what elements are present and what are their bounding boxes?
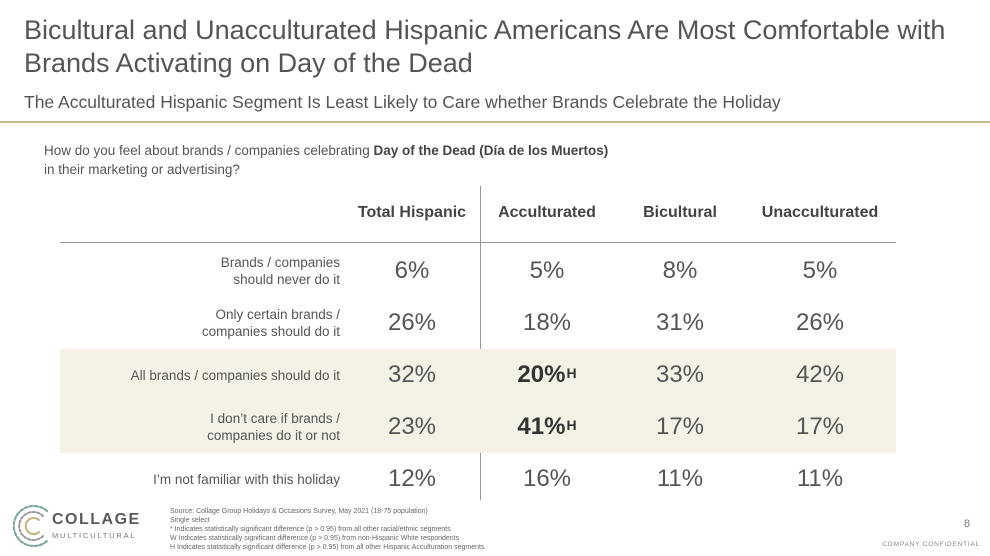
- confidential-label: COMPANY CONFIDENTIAL: [882, 541, 980, 548]
- cell-percent: 5%: [529, 257, 565, 284]
- footnote-h: H Indicates statistically significant di…: [170, 544, 485, 551]
- footnote-source: Source: Collage Group Holidays & Occasio…: [170, 508, 428, 515]
- row-label: All brands / companies should do it: [60, 349, 340, 401]
- cell-value: 5%: [482, 245, 612, 297]
- cell-value: 11%: [755, 453, 885, 505]
- significance-marker: H: [566, 417, 577, 433]
- cell-percent: 8%: [662, 257, 698, 284]
- footnote-asterisk: * Indicates statistically significant di…: [170, 526, 451, 533]
- logo-subtitle: MULTICULTURAL: [52, 531, 137, 540]
- column-header: Acculturated: [498, 204, 596, 221]
- cell-value: 42%: [755, 349, 885, 401]
- cell-value: 17%: [755, 401, 885, 453]
- logo-wordmark: COLLAGE: [52, 511, 141, 528]
- cell-percent: 23%: [387, 413, 437, 440]
- row-label-line: Brands / companies: [220, 255, 340, 270]
- cell-value: 18%: [482, 297, 612, 349]
- question-prefix: How do you feel about brands / companies…: [44, 143, 374, 158]
- cell-value: 23%: [347, 401, 477, 453]
- table-row: I don’t care if brands / companies do it …: [60, 401, 896, 453]
- row-label-line: Only certain brands /: [215, 307, 340, 322]
- significance-marker: H: [566, 365, 577, 381]
- cell-percent: 41%: [517, 413, 566, 440]
- row-label-line: companies should do it: [201, 324, 340, 339]
- footnote-w: W Indicates statistically significant di…: [170, 535, 460, 542]
- cell-value: 17%: [615, 401, 745, 453]
- cell-percent: 12%: [387, 465, 437, 492]
- cell-percent: 16%: [522, 465, 572, 492]
- column-header: Total Hispanic: [357, 204, 467, 221]
- cell-percent: 11%: [796, 465, 844, 492]
- row-label: Only certain brands / companies should do…: [60, 297, 340, 349]
- row-label: Brands / companies should never do it: [60, 245, 340, 297]
- cell-percent: 26%: [795, 309, 845, 336]
- row-label-line: All brands / companies should do it: [130, 367, 340, 383]
- cell-value: 31%: [615, 297, 745, 349]
- cell-percent: 32%: [387, 361, 437, 388]
- row-label: I don’t care if brands / companies do it …: [60, 401, 340, 453]
- title-divider: [0, 121, 990, 123]
- slide-title: Bicultural and Unacculturated Hispanic A…: [24, 15, 946, 78]
- slide-subtitle: The Acculturated Hispanic Segment Is Lea…: [24, 92, 781, 112]
- cell-percent: 5%: [802, 257, 838, 284]
- table-row: Brands / companies should never do it 6% 5%…: [60, 245, 896, 297]
- footnotes: Source: Collage Group Holidays & Occasio…: [170, 507, 730, 552]
- cell-value: 41% H: [482, 401, 612, 453]
- cell-value: 5%: [755, 245, 885, 297]
- cell-value: 16%: [482, 453, 612, 505]
- survey-question: How do you feel about brands / companies…: [44, 141, 804, 179]
- collage-logo-icon: [12, 504, 49, 548]
- cell-percent: 33%: [655, 361, 705, 388]
- cell-value: 20% H: [482, 349, 612, 401]
- row-label-line: should never do it: [233, 272, 340, 287]
- cell-value: 6%: [347, 245, 477, 297]
- cell-value: 11%: [615, 453, 745, 505]
- footnote-select: Single select: [170, 517, 210, 524]
- row-label-line: I don’t care if brands /: [210, 411, 340, 426]
- cell-value: 8%: [615, 245, 745, 297]
- cell-percent: 11%: [656, 465, 704, 492]
- row-label-line: I’m not familiar with this holiday: [153, 471, 340, 487]
- cell-value: 32%: [347, 349, 477, 401]
- table-row: I’m not familiar with this holiday 12% 16%…: [60, 453, 896, 505]
- cell-value: 12%: [347, 453, 477, 505]
- cell-value: 26%: [347, 297, 477, 349]
- cell-value: 33%: [615, 349, 745, 401]
- cell-value: 26%: [755, 297, 885, 349]
- cell-percent: 17%: [655, 413, 705, 440]
- table-row: All brands / companies should do it 32% 20…: [60, 349, 896, 401]
- cell-percent: 42%: [795, 361, 845, 388]
- column-divider: [480, 186, 481, 500]
- column-header: Unacculturated: [761, 204, 879, 221]
- page-number: 8: [963, 518, 970, 530]
- row-label: I’m not familiar with this holiday: [60, 453, 340, 505]
- question-emphasis: Day of the Dead (Día de los Muertos): [373, 143, 609, 158]
- question-suffix: in their marketing or advertising?: [44, 162, 240, 177]
- cell-percent: 6%: [394, 257, 430, 284]
- cell-percent: 31%: [655, 309, 705, 336]
- column-header: Bicultural: [643, 204, 717, 221]
- row-label-line: companies do it or not: [207, 428, 340, 443]
- cell-percent: 20%: [517, 361, 566, 388]
- header-rule: [60, 242, 896, 243]
- cell-percent: 18%: [522, 309, 572, 336]
- cell-percent: 17%: [795, 413, 845, 440]
- table-row: Only certain brands / companies should do…: [60, 297, 896, 349]
- cell-percent: 26%: [387, 309, 437, 336]
